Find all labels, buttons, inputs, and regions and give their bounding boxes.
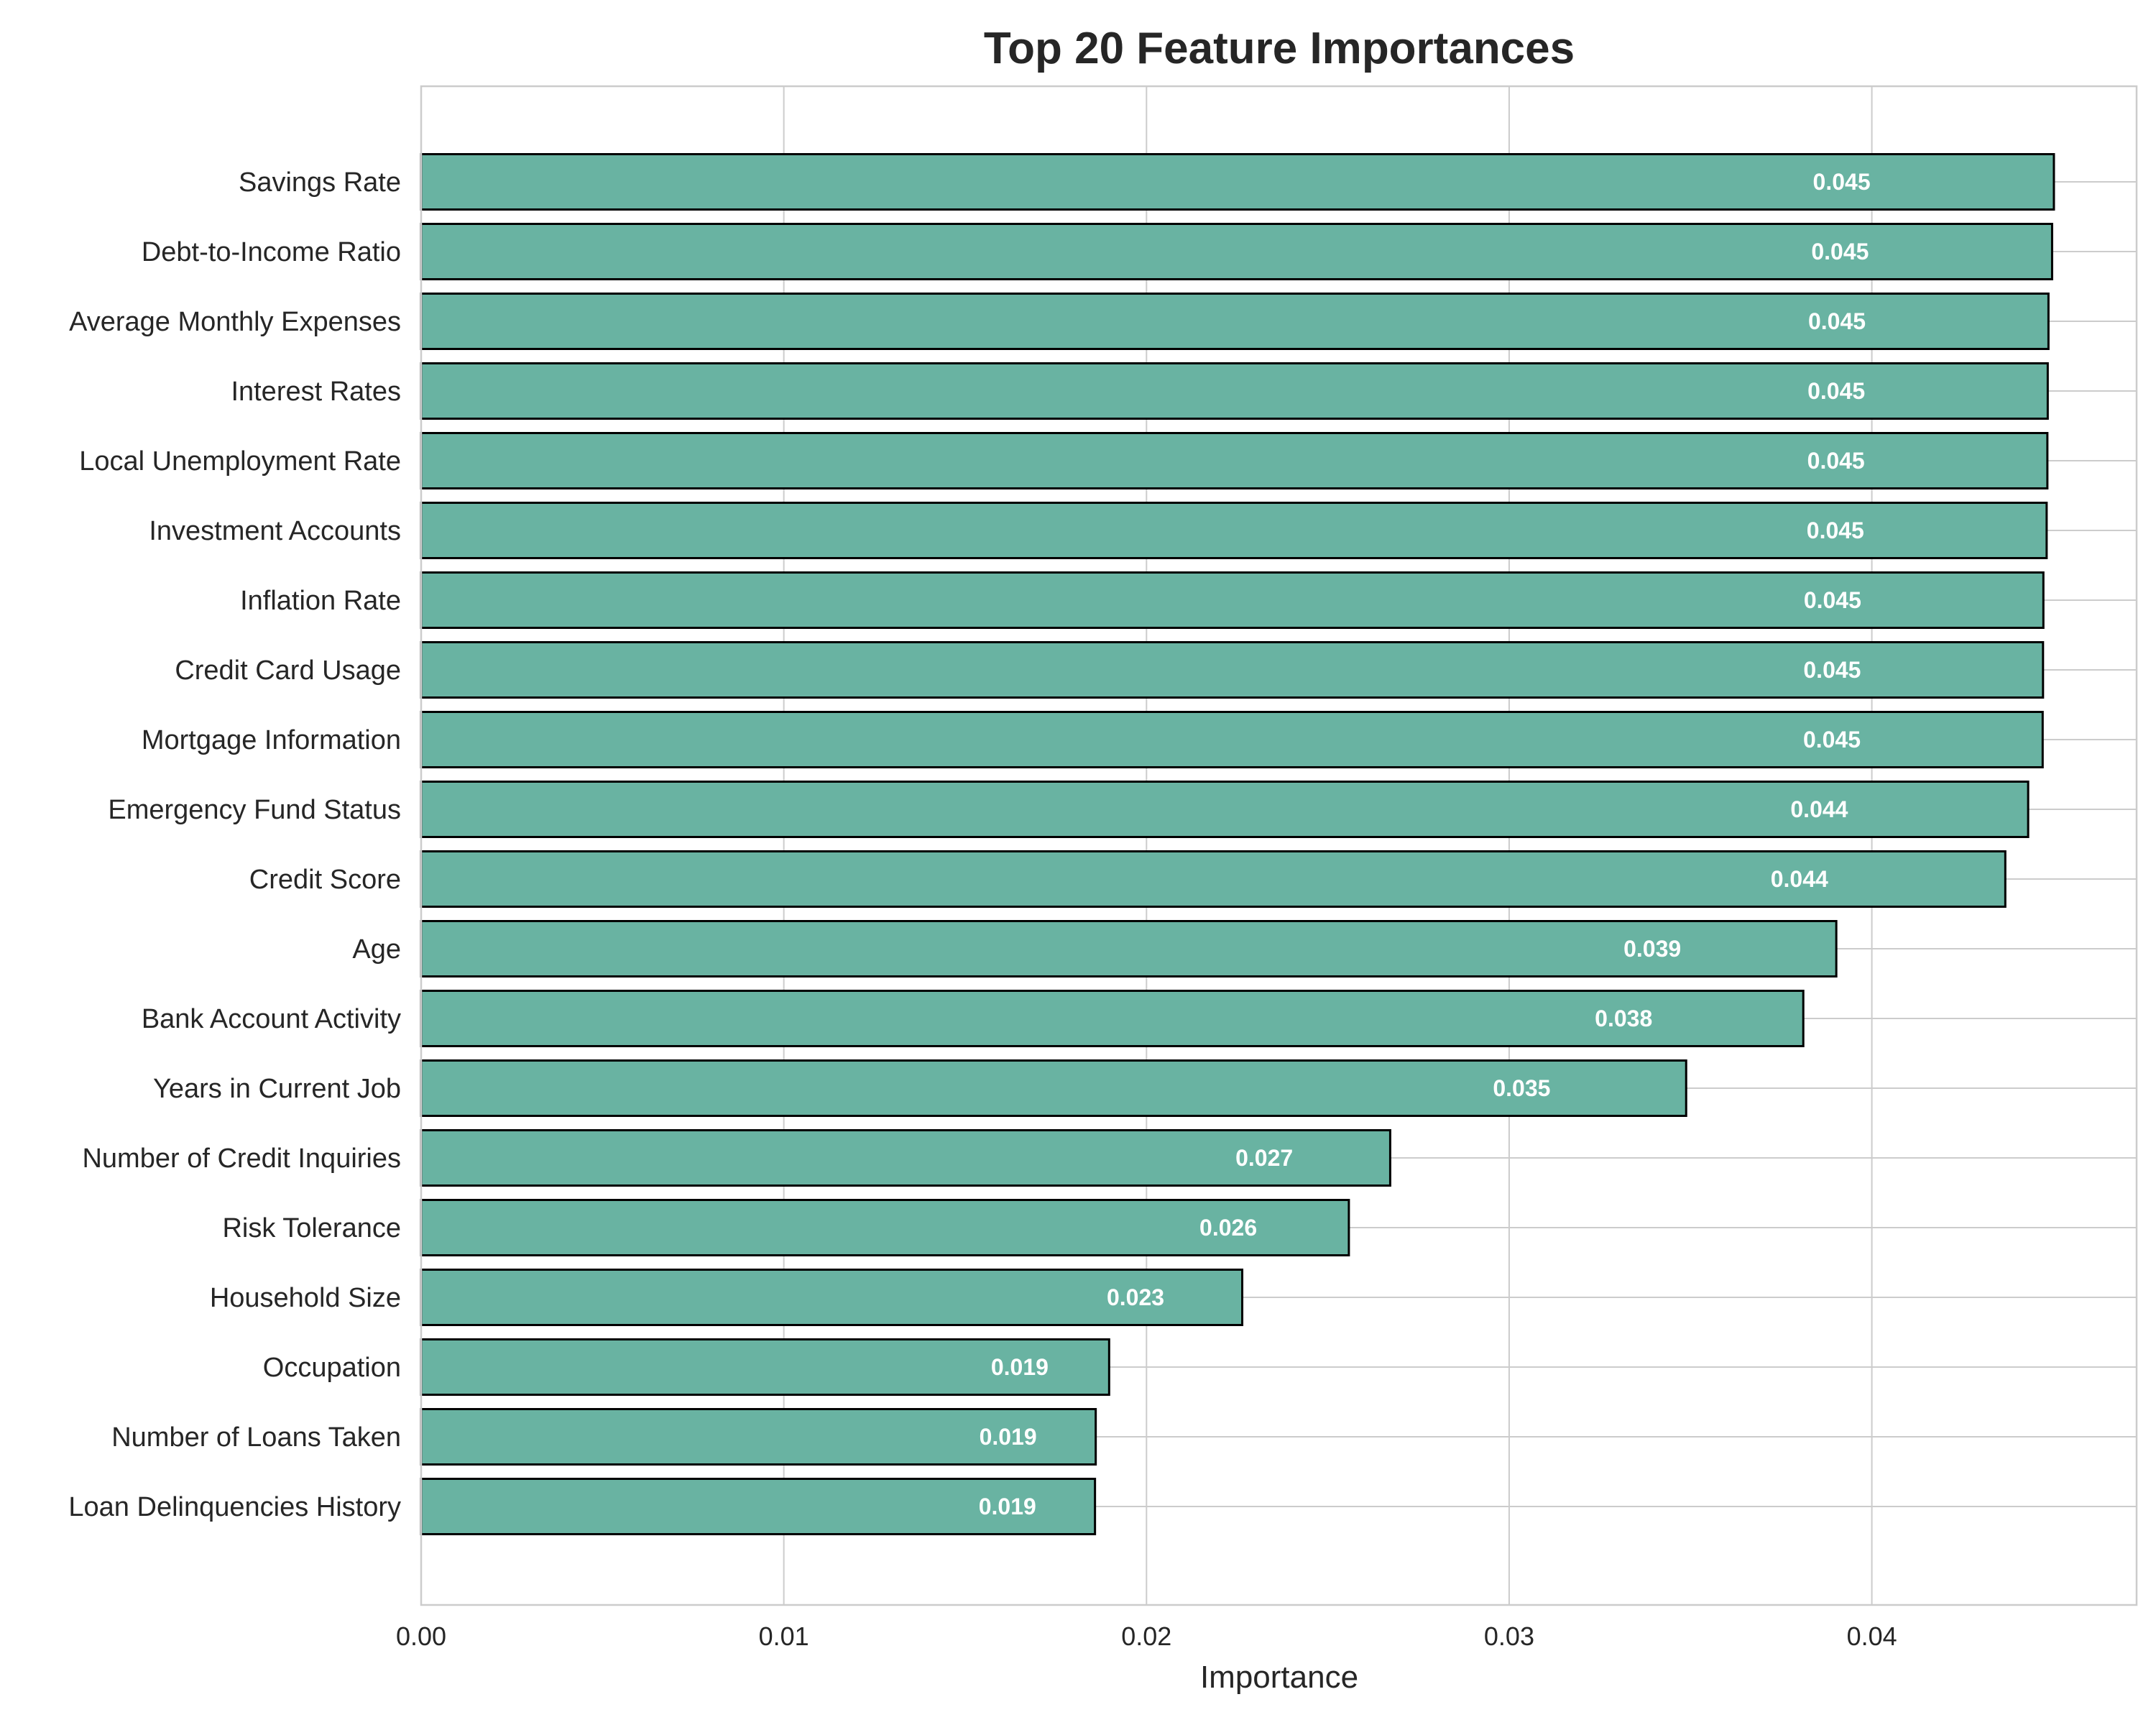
category-label: Risk Tolerance <box>222 1213 401 1243</box>
data-label: 0.019 <box>979 1494 1036 1519</box>
data-label: 0.045 <box>1803 657 1861 683</box>
bars <box>420 153 2055 1535</box>
data-label: 0.023 <box>1107 1284 1164 1310</box>
bar <box>420 990 1805 1047</box>
data-label: 0.039 <box>1623 936 1681 962</box>
category-label: Debt-to-Income Ratio <box>142 237 401 267</box>
category-label: Average Monthly Expenses <box>69 307 401 337</box>
bar <box>420 362 2049 420</box>
category-label: Credit Card Usage <box>175 656 401 686</box>
category-label: Bank Account Activity <box>142 1004 401 1034</box>
bar <box>420 1199 1350 1256</box>
chart-title: Top 20 Feature Importances <box>984 24 1575 73</box>
data-label: 0.045 <box>1813 169 1871 195</box>
bar <box>420 1408 1097 1466</box>
bar <box>420 293 2050 350</box>
bar <box>420 850 2007 908</box>
category-label: Household Size <box>210 1283 401 1313</box>
bar <box>420 781 2030 838</box>
x-tick-label: 0.01 <box>759 1622 809 1651</box>
category-label: Years in Current Job <box>153 1074 401 1104</box>
bar <box>420 432 2049 489</box>
data-label: 0.019 <box>980 1424 1037 1450</box>
category-label: Credit Score <box>249 865 401 895</box>
category-label: Emergency Fund Status <box>108 795 401 825</box>
category-label: Mortgage Information <box>142 725 401 755</box>
data-label: 0.045 <box>1804 587 1861 613</box>
category-label: Loan Delinquencies History <box>68 1492 401 1522</box>
data-label: 0.044 <box>1771 866 1828 892</box>
category-label: Inflation Rate <box>240 586 401 616</box>
data-label: 0.045 <box>1807 448 1865 474</box>
category-label: Local Unemployment Rate <box>79 446 401 477</box>
bar <box>420 920 1838 978</box>
category-label: Number of Credit Inquiries <box>82 1144 401 1174</box>
category-label: Number of Loans Taken <box>111 1422 401 1453</box>
data-label: 0.045 <box>1803 727 1861 753</box>
x-axis-label: Importance <box>1200 1660 1358 1695</box>
category-label: Savings Rate <box>239 167 401 198</box>
category-label: Investment Accounts <box>149 516 401 546</box>
x-tick-label: 0.03 <box>1484 1622 1534 1651</box>
bar <box>420 641 2045 699</box>
bar <box>420 571 2045 629</box>
data-labels: 0.045 0.045 0.045 0.045 0.045 0.045 0.045 0.045… <box>979 169 1871 1519</box>
x-tick-label: 0.04 <box>1847 1622 1897 1651</box>
data-label: 0.045 <box>1807 518 1864 543</box>
x-tick-label: 0.02 <box>1121 1622 1171 1651</box>
x-tick-label: 0.00 <box>396 1622 446 1651</box>
data-label: 0.019 <box>991 1354 1049 1380</box>
x-tick-labels: 0.00 0.01 0.02 0.03 0.04 <box>396 1622 1897 1651</box>
data-label: 0.035 <box>1493 1075 1550 1101</box>
category-labels: Savings Rate Debt-to-Income Ratio Average … <box>68 167 401 1522</box>
data-label: 0.045 <box>1808 308 1866 334</box>
data-label: 0.045 <box>1811 239 1869 264</box>
plot-frame <box>420 85 2138 1606</box>
bar <box>420 1338 1110 1396</box>
bar <box>420 153 2055 211</box>
category-label: Age <box>352 934 401 965</box>
data-label: 0.044 <box>1790 796 1848 822</box>
data-label: 0.045 <box>1807 378 1865 404</box>
data-label: 0.027 <box>1235 1145 1293 1171</box>
bar <box>420 223 2053 280</box>
bar <box>420 502 2048 559</box>
category-label: Interest Rates <box>231 377 401 407</box>
category-label: Occupation <box>263 1353 401 1383</box>
data-label: 0.038 <box>1595 1006 1652 1031</box>
bar <box>420 711 2044 768</box>
data-label: 0.026 <box>1199 1215 1257 1241</box>
